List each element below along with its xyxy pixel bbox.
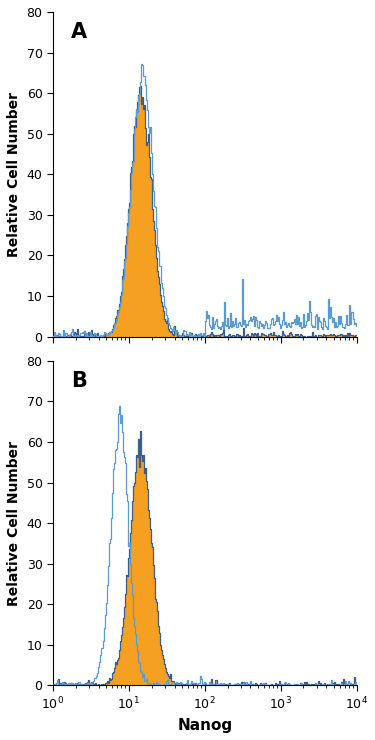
Text: B: B [71, 371, 87, 391]
Text: A: A [71, 21, 87, 41]
Y-axis label: Relative Cell Number: Relative Cell Number [7, 92, 21, 257]
Polygon shape [53, 86, 357, 337]
Y-axis label: Relative Cell Number: Relative Cell Number [7, 440, 21, 605]
X-axis label: Nanog: Nanog [177, 718, 232, 733]
Polygon shape [53, 431, 357, 685]
